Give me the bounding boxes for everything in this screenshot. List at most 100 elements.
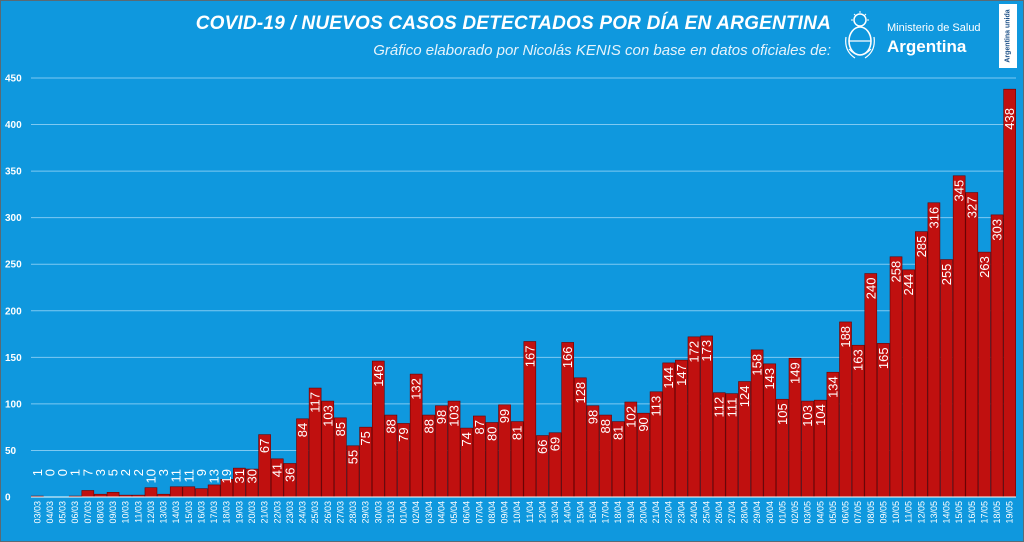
bar — [978, 251, 991, 498]
data-label: 1 — [68, 469, 83, 476]
x-tick-label: 23/04 — [676, 501, 686, 524]
data-label: 2 — [118, 469, 133, 476]
data-label: 67 — [257, 439, 272, 453]
y-tick-label: 450 — [5, 74, 22, 85]
x-tick-label: 07/04 — [474, 501, 484, 524]
data-label: 149 — [788, 362, 803, 384]
y-tick-label: 350 — [5, 167, 22, 178]
x-tick-label: 07/03 — [83, 501, 93, 524]
data-label: 80 — [484, 427, 499, 441]
data-label: 144 — [661, 367, 676, 389]
x-tick-label: 30/03 — [373, 501, 383, 524]
data-label: 103 — [447, 405, 462, 427]
data-label: 263 — [977, 256, 992, 278]
data-label: 3 — [93, 469, 108, 476]
x-tick-label: 21/04 — [651, 501, 661, 524]
data-label: 75 — [358, 431, 373, 445]
x-tick-label: 03/05 — [803, 501, 813, 524]
chart-title: COVID-19 / NUEVOS CASOS DETECTADOS POR D… — [195, 13, 831, 34]
x-tick-label: 13/04 — [550, 501, 560, 524]
data-label: 88 — [598, 419, 613, 433]
data-label: 81 — [510, 426, 525, 440]
x-tick-label: 14/04 — [563, 501, 573, 524]
bar — [990, 214, 1004, 498]
data-label: 2 — [131, 469, 146, 476]
x-tick-label: 27/04 — [727, 501, 737, 524]
data-label: 327 — [964, 197, 979, 219]
data-label: 11 — [181, 469, 196, 483]
x-tick-label: 13/03 — [159, 501, 169, 524]
x-tick-label: 25/04 — [702, 501, 712, 524]
x-tick-label: 06/04 — [462, 501, 472, 524]
x-tick-label: 19/04 — [626, 501, 636, 524]
ministry-logo: Ministerio de Salud Argentina — [845, 11, 995, 63]
data-label: 36 — [282, 467, 297, 481]
x-tick-label: 09/05 — [878, 501, 888, 524]
bar — [169, 486, 183, 498]
x-tick-label: 08/05 — [866, 501, 876, 524]
data-label: 5 — [106, 469, 121, 476]
x-tick-label: 30/04 — [765, 501, 775, 524]
x-tick-label: 05/05 — [828, 501, 838, 524]
x-tick-label: 08/04 — [487, 501, 497, 524]
bar — [940, 259, 953, 498]
data-label: 3 — [156, 469, 171, 476]
x-tick-label: 28/03 — [348, 501, 358, 524]
x-tick-label: 24/04 — [689, 501, 699, 524]
x-tick-label: 19/05 — [1005, 501, 1015, 524]
data-label: 98 — [585, 410, 600, 424]
data-label: 134 — [825, 376, 840, 398]
x-tick-label: 15/03 — [184, 501, 194, 524]
argentina-unida-badge: Argentina unida — [999, 4, 1017, 68]
data-label: 87 — [472, 420, 487, 434]
x-tick-label: 02/04 — [411, 501, 421, 524]
data-label: 13 — [207, 469, 222, 483]
x-tick-label: 19/03 — [234, 501, 244, 524]
data-label: 188 — [838, 326, 853, 348]
data-label: 165 — [876, 347, 891, 369]
data-label: 146 — [371, 365, 386, 387]
bar — [1003, 88, 1016, 498]
data-label: 112 — [712, 397, 727, 418]
data-label: 128 — [573, 382, 588, 404]
x-tick-label: 07/05 — [853, 501, 863, 524]
x-tick-label: 04/04 — [436, 501, 446, 524]
x-tick-label: 16/04 — [588, 501, 598, 524]
data-label: 244 — [901, 274, 916, 296]
data-label: 438 — [1002, 108, 1017, 130]
y-axis: 0 50 100 150 200 250 300 350 400 450 — [5, 74, 22, 504]
data-label: 41 — [270, 463, 285, 477]
data-label: 30 — [244, 469, 259, 483]
x-tick-label: 04/05 — [815, 501, 825, 524]
x-tick-label: 12/05 — [916, 501, 926, 524]
x-tick-label: 17/03 — [209, 501, 219, 524]
data-label: 0 — [55, 469, 70, 476]
x-tick-label: 28/04 — [739, 501, 749, 524]
bar — [106, 492, 120, 498]
x-tick-label: 12/04 — [537, 501, 547, 524]
data-label: 31 — [232, 469, 247, 483]
y-tick-label: 300 — [5, 213, 22, 224]
x-tick-label: 06/03 — [70, 501, 80, 524]
data-label: 88 — [421, 419, 436, 433]
x-tick-label: 16/03 — [196, 501, 206, 524]
x-tick-label: 26/03 — [323, 501, 333, 524]
data-label: 345 — [952, 180, 967, 202]
y-tick-label: 0 — [5, 493, 11, 504]
x-axis: 03/03 04/03 05/03 06/03 07/03 08/03 09/03 10/03… — [31, 496, 1016, 524]
x-tick-label: 26/04 — [714, 501, 724, 524]
data-label: 9 — [194, 469, 209, 476]
x-tick-label: 01/04 — [399, 501, 409, 524]
x-tick-label: 08/03 — [95, 501, 105, 524]
data-label: 316 — [926, 207, 941, 229]
x-tick-label: 24/03 — [298, 501, 308, 524]
bar — [81, 490, 95, 498]
x-tick-label: 05/04 — [449, 501, 459, 524]
data-label: 103 — [800, 405, 815, 427]
x-tick-label: 09/03 — [108, 501, 118, 524]
ministry-name: Ministerio de Salud — [887, 22, 981, 34]
x-tick-label: 02/05 — [790, 501, 800, 524]
data-label: 1 — [30, 469, 45, 476]
data-label: 240 — [863, 278, 878, 300]
